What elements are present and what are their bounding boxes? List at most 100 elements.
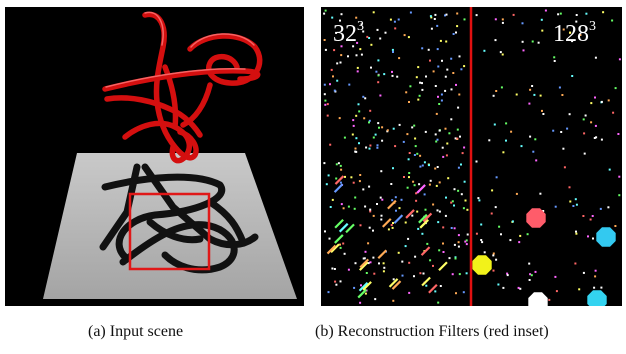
splat-dot	[478, 199, 481, 202]
splat-dot	[490, 212, 493, 215]
splat-dot	[391, 74, 394, 77]
splat-dot	[444, 127, 447, 130]
splat-dot	[575, 203, 578, 206]
splat-dot	[444, 75, 447, 78]
splat-dot	[505, 122, 508, 125]
splat-dot	[557, 13, 560, 16]
splat-dot	[367, 242, 370, 245]
splat-dot	[463, 146, 466, 149]
splat-dot	[582, 118, 585, 121]
splat-dot	[370, 43, 373, 46]
splat-dot	[461, 152, 464, 155]
splat-dot	[424, 130, 427, 133]
splat-blob	[472, 255, 492, 275]
splat-dot	[335, 163, 338, 166]
splat-dot	[477, 197, 480, 200]
splat-dot	[493, 123, 496, 126]
splat-dot	[600, 100, 603, 103]
splat-dot	[403, 176, 405, 178]
splat-dot	[466, 208, 469, 211]
splat-dot	[520, 145, 523, 148]
splat-dot	[324, 99, 327, 102]
splat-dot	[528, 262, 531, 265]
splat-dot	[491, 189, 494, 192]
splat-dot	[340, 45, 343, 48]
splat-dot	[415, 76, 418, 79]
splat-dot	[542, 113, 545, 115]
splat-dot	[362, 257, 365, 260]
splat-dot	[369, 109, 372, 112]
splat-dot	[438, 129, 441, 132]
splat-dot	[614, 225, 617, 227]
splat-dot	[464, 240, 467, 243]
splat-dot	[555, 290, 558, 293]
splat-dot	[599, 207, 602, 210]
splat-dot	[583, 132, 586, 135]
splat-dot	[347, 268, 350, 271]
splat-dot	[362, 95, 365, 98]
splat-dot	[463, 18, 466, 21]
splat-dot	[458, 273, 461, 276]
splat-dot	[445, 196, 447, 199]
splat-dot	[440, 93, 443, 96]
splat-dot	[408, 152, 411, 154]
splat-dot	[446, 142, 449, 145]
splat-dot	[497, 283, 500, 286]
splat-dot	[505, 139, 507, 142]
splat-dot	[394, 145, 397, 148]
splat-dot	[612, 111, 615, 114]
splat-dot	[434, 133, 437, 136]
splat-dot	[480, 223, 483, 226]
splat-dot	[406, 133, 409, 136]
splat-dot	[435, 140, 438, 143]
splat-dot	[421, 164, 424, 167]
splat-dot	[425, 284, 428, 287]
splat-dot	[432, 70, 435, 73]
splat-dot	[448, 132, 451, 135]
splat-dot	[333, 268, 336, 270]
splat-dot	[408, 176, 410, 179]
splat-dot	[424, 208, 427, 211]
splat-dot	[450, 227, 453, 229]
splat-dot	[335, 177, 338, 180]
splat-dot	[415, 199, 418, 202]
splat-dot	[444, 14, 446, 17]
splat-dot	[593, 137, 596, 139]
splat-dot	[559, 12, 562, 15]
splat-dot	[430, 27, 433, 30]
splat-dot	[370, 66, 372, 69]
splat-dot	[417, 227, 420, 230]
splat-dot	[452, 72, 455, 74]
splat-dot	[327, 291, 330, 294]
splat-dot	[360, 53, 363, 56]
splat-dot	[568, 113, 571, 116]
splat-dot	[329, 143, 332, 146]
splat-dot	[575, 20, 578, 23]
splat-dot	[506, 274, 509, 277]
splat-dot	[368, 121, 370, 124]
splat-dot	[419, 154, 422, 157]
splat-dot	[451, 200, 454, 203]
splat-streak	[421, 276, 431, 287]
splat-streak	[388, 278, 399, 288]
input-scene-panel	[5, 7, 304, 306]
splat-dot	[518, 241, 521, 244]
splat-dot	[350, 176, 353, 179]
splat-dot	[380, 218, 383, 221]
splat-dot	[407, 36, 410, 39]
splat-dot	[354, 147, 357, 150]
splat-dot	[519, 234, 522, 237]
splat-dot	[455, 83, 457, 86]
splat-dot	[359, 301, 362, 304]
splat-dot	[458, 55, 461, 58]
splat-dot	[383, 266, 386, 269]
splat-dot	[355, 114, 358, 117]
splat-dot	[409, 85, 412, 88]
splat-dot	[465, 272, 468, 275]
splat-dot	[441, 59, 443, 62]
splat-dot	[357, 103, 360, 106]
splat-dot	[428, 183, 431, 186]
splat-dot	[335, 283, 338, 286]
splat-dot	[454, 256, 457, 259]
splat-dot	[359, 224, 362, 227]
